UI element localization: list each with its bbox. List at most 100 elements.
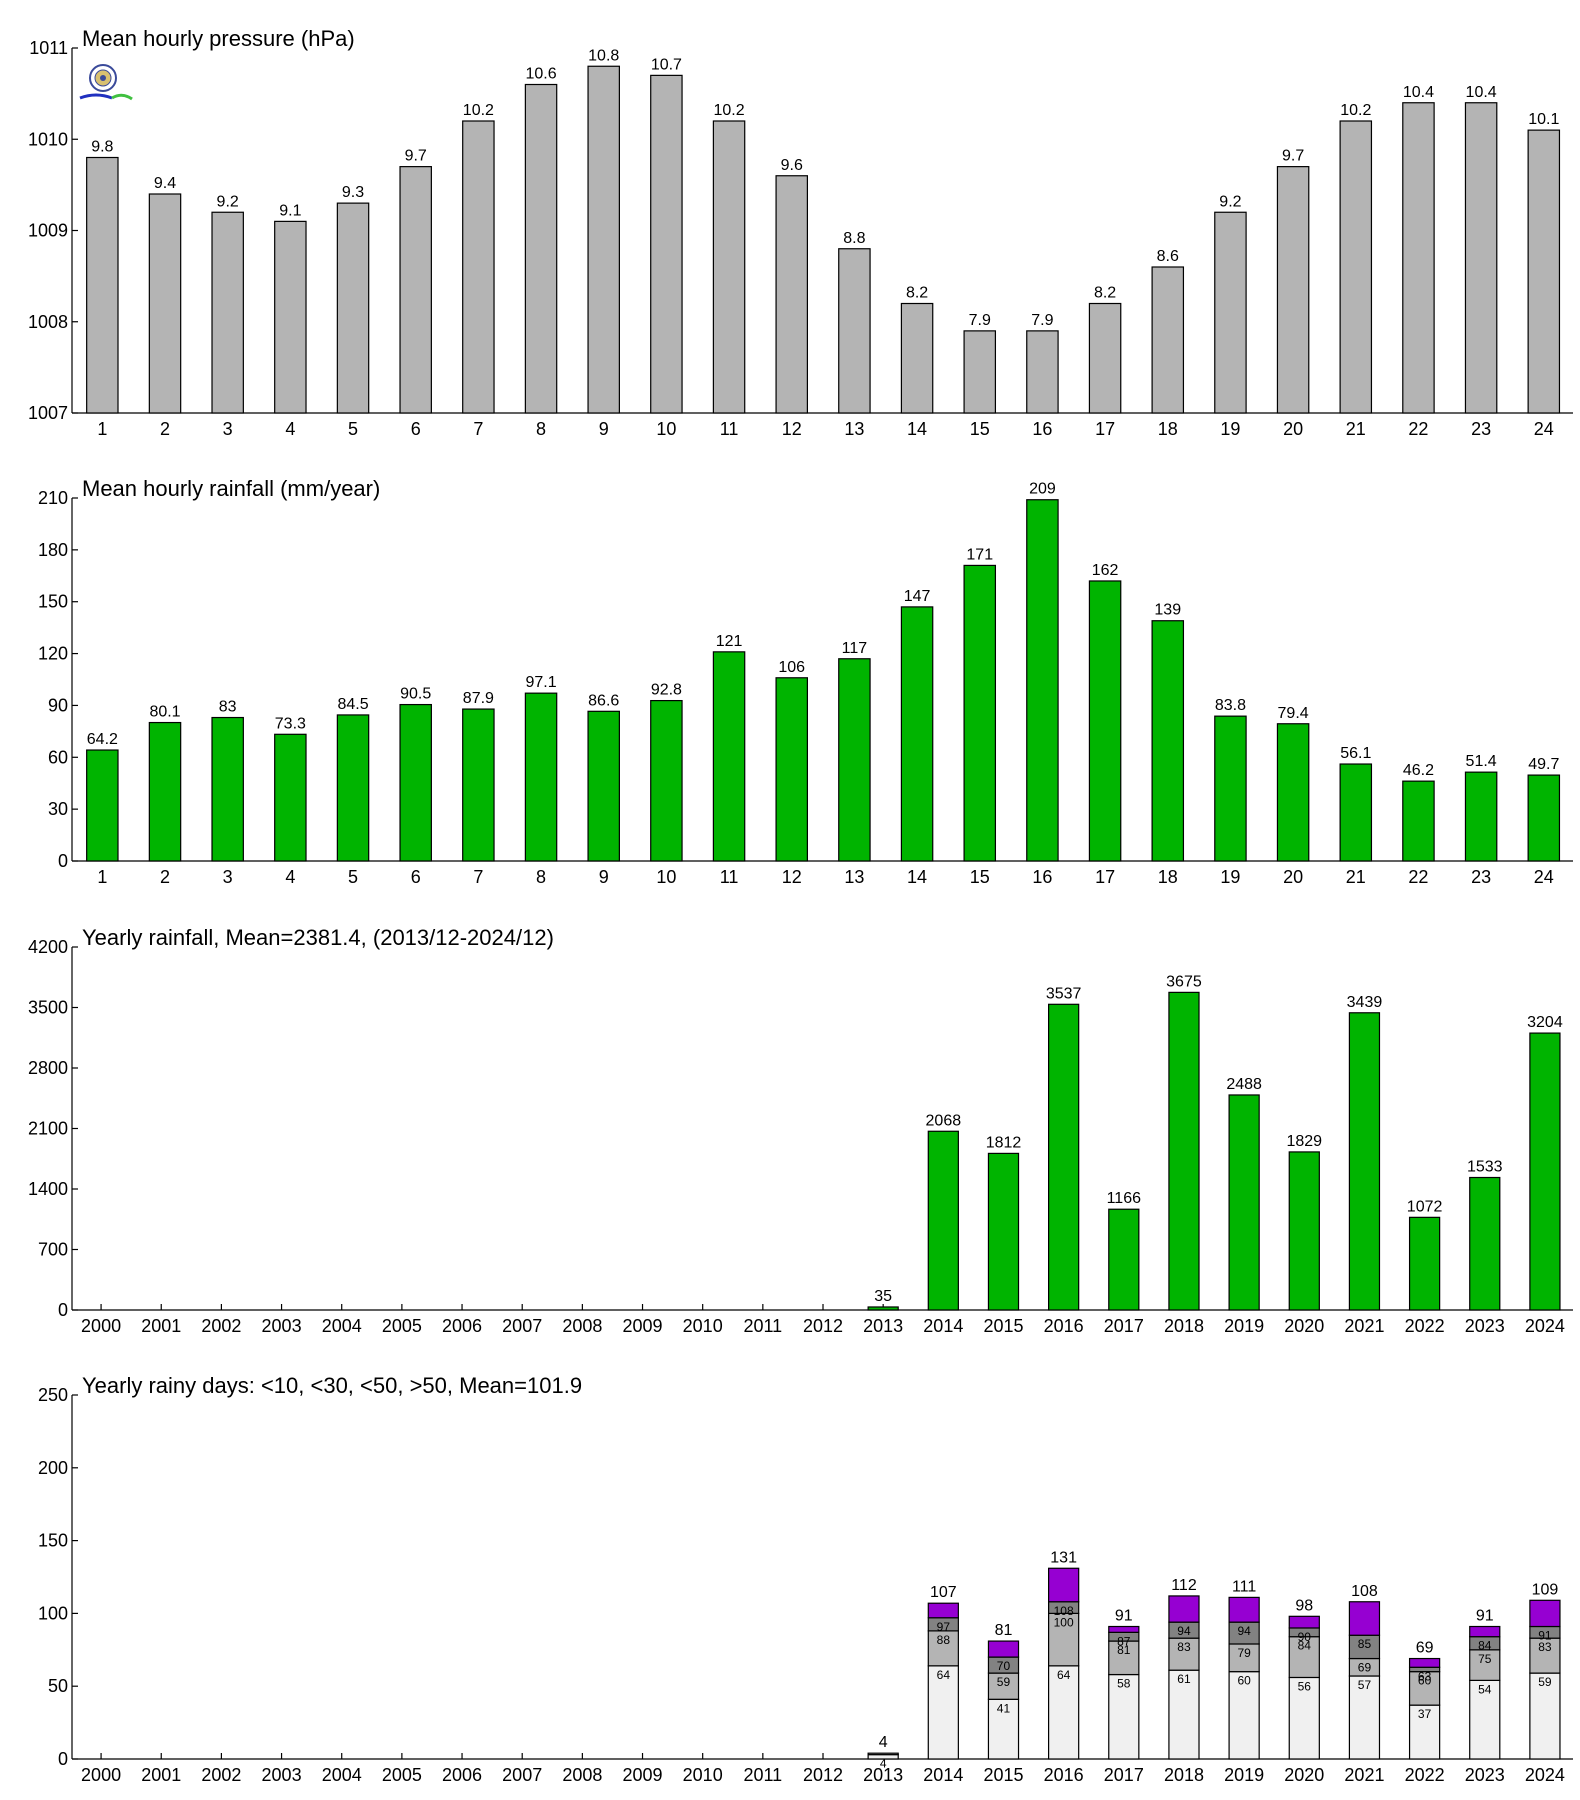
bar xyxy=(1464,102,1498,414)
x-tick-label: 22 xyxy=(1408,419,1428,439)
data-label: 9.6 xyxy=(781,157,803,174)
bar xyxy=(587,65,620,414)
data-label: 9.2 xyxy=(217,193,239,210)
x-tick-label: 13 xyxy=(844,867,864,887)
bar xyxy=(1276,723,1310,862)
x-tick-label: 2007 xyxy=(502,1316,542,1336)
segment-label: 91 xyxy=(1538,1629,1552,1643)
x-tick-label: 7 xyxy=(473,419,483,439)
bar-segment-under-10 xyxy=(1168,1669,1200,1760)
y-tick-label: 1010 xyxy=(28,129,68,149)
data-label: 8.6 xyxy=(1157,248,1179,265)
x-tick-label: 2011 xyxy=(743,1316,782,1336)
x-tick-label: 2005 xyxy=(382,1765,422,1785)
data-label: 121 xyxy=(716,633,743,650)
x-tick-label: 2020 xyxy=(1284,1765,1324,1785)
bar-segment-over-50 xyxy=(1408,1657,1441,1668)
y-tick-label: 30 xyxy=(48,799,68,819)
bar-segment-under-10 xyxy=(1529,1672,1561,1760)
total-label: 112 xyxy=(1171,1577,1197,1594)
bar xyxy=(336,202,370,414)
bar-segment-over-50 xyxy=(1469,1625,1501,1638)
segment-label: 60 xyxy=(1418,1674,1432,1688)
chart-title: Yearly rainfall, Mean=2381.4, (2013/12-2… xyxy=(82,925,554,950)
y-tick-label: 150 xyxy=(38,592,68,612)
data-label: 97.1 xyxy=(525,674,556,691)
bar xyxy=(399,703,432,862)
y-tick-label: 0 xyxy=(58,1300,68,1320)
data-label: 1072 xyxy=(1407,1198,1443,1215)
y-tick-label: 1008 xyxy=(28,312,68,332)
data-label: 10.2 xyxy=(1340,102,1371,119)
data-label: 2488 xyxy=(1226,1076,1262,1093)
total-label: 91 xyxy=(1476,1608,1494,1625)
seal-logo-icon xyxy=(79,64,133,101)
x-tick-label: 21 xyxy=(1346,419,1366,439)
segment-label: 56 xyxy=(1298,1679,1312,1693)
bar xyxy=(1088,302,1122,414)
x-tick-label: 6 xyxy=(411,419,421,439)
x-tick-label: 10 xyxy=(656,867,676,887)
y-tick-label: 2800 xyxy=(28,1058,68,1078)
x-tick-label: 2001 xyxy=(141,1765,181,1785)
y-tick-label: 60 xyxy=(48,747,68,767)
segment-label: 85 xyxy=(1358,1637,1372,1651)
bar xyxy=(1276,166,1310,414)
x-tick-label: 12 xyxy=(782,419,802,439)
x-tick-label: 21 xyxy=(1346,867,1366,887)
x-tick-label: 2000 xyxy=(81,1316,121,1336)
x-tick-label: 5 xyxy=(348,867,358,887)
x-tick-label: 2004 xyxy=(322,1316,362,1336)
data-label: 1812 xyxy=(986,1134,1022,1151)
x-tick-label: 2024 xyxy=(1525,1316,1565,1336)
bar xyxy=(963,564,997,862)
bar xyxy=(1214,211,1247,414)
x-tick-label: 4 xyxy=(285,419,295,439)
bar-segment-under-10 xyxy=(1348,1675,1381,1760)
x-tick-label: 2 xyxy=(160,419,170,439)
data-label: 84.5 xyxy=(337,696,368,713)
segment-label: 41 xyxy=(997,1701,1011,1715)
x-tick-label: 2015 xyxy=(983,1765,1023,1785)
data-label: 3439 xyxy=(1347,994,1383,1011)
data-label: 80.1 xyxy=(149,704,180,721)
bar xyxy=(1529,1032,1561,1311)
segment-label: 83 xyxy=(1177,1640,1191,1654)
x-tick-label: 10 xyxy=(656,419,676,439)
bar-segment-over-50 xyxy=(1348,1601,1381,1636)
x-tick-label: 19 xyxy=(1220,419,1240,439)
x-tick-label: 2009 xyxy=(622,1316,662,1336)
bar xyxy=(987,1152,1020,1311)
x-tick-label: 2022 xyxy=(1405,1765,1445,1785)
data-label: 162 xyxy=(1092,562,1119,579)
x-tick-label: 18 xyxy=(1158,867,1178,887)
x-tick-label: 24 xyxy=(1534,867,1554,887)
x-tick-label: 2005 xyxy=(382,1316,422,1336)
x-tick-label: 11 xyxy=(720,867,739,887)
data-label: 86.6 xyxy=(588,692,619,709)
bar xyxy=(838,248,871,414)
segment-label: 58 xyxy=(1117,1677,1131,1691)
x-tick-label: 2002 xyxy=(201,1316,241,1336)
y-tick-label: 3500 xyxy=(28,998,68,1018)
bar xyxy=(712,651,746,862)
data-label: 92.8 xyxy=(651,682,682,699)
x-tick-label: 2016 xyxy=(1044,1316,1084,1336)
data-label: 7.9 xyxy=(1031,312,1053,329)
y-tick-label: 90 xyxy=(48,695,68,715)
x-tick-label: 2021 xyxy=(1344,1765,1384,1785)
x-tick-label: 2014 xyxy=(923,1765,963,1785)
x-tick-label: 2015 xyxy=(983,1316,1023,1336)
segment-label: 61 xyxy=(1177,1672,1191,1686)
data-label: 83 xyxy=(219,699,237,716)
segment-label: 90 xyxy=(1298,1630,1312,1644)
data-label: 9.3 xyxy=(342,184,364,201)
x-tick-label: 2014 xyxy=(923,1316,963,1336)
x-tick-label: 2017 xyxy=(1104,1765,1144,1785)
data-label: 10.8 xyxy=(588,47,619,64)
bar xyxy=(650,74,683,414)
bar-segment-under-30 xyxy=(927,1630,959,1667)
x-tick-label: 2018 xyxy=(1164,1316,1204,1336)
bar xyxy=(1348,1012,1381,1311)
bar xyxy=(650,699,683,862)
